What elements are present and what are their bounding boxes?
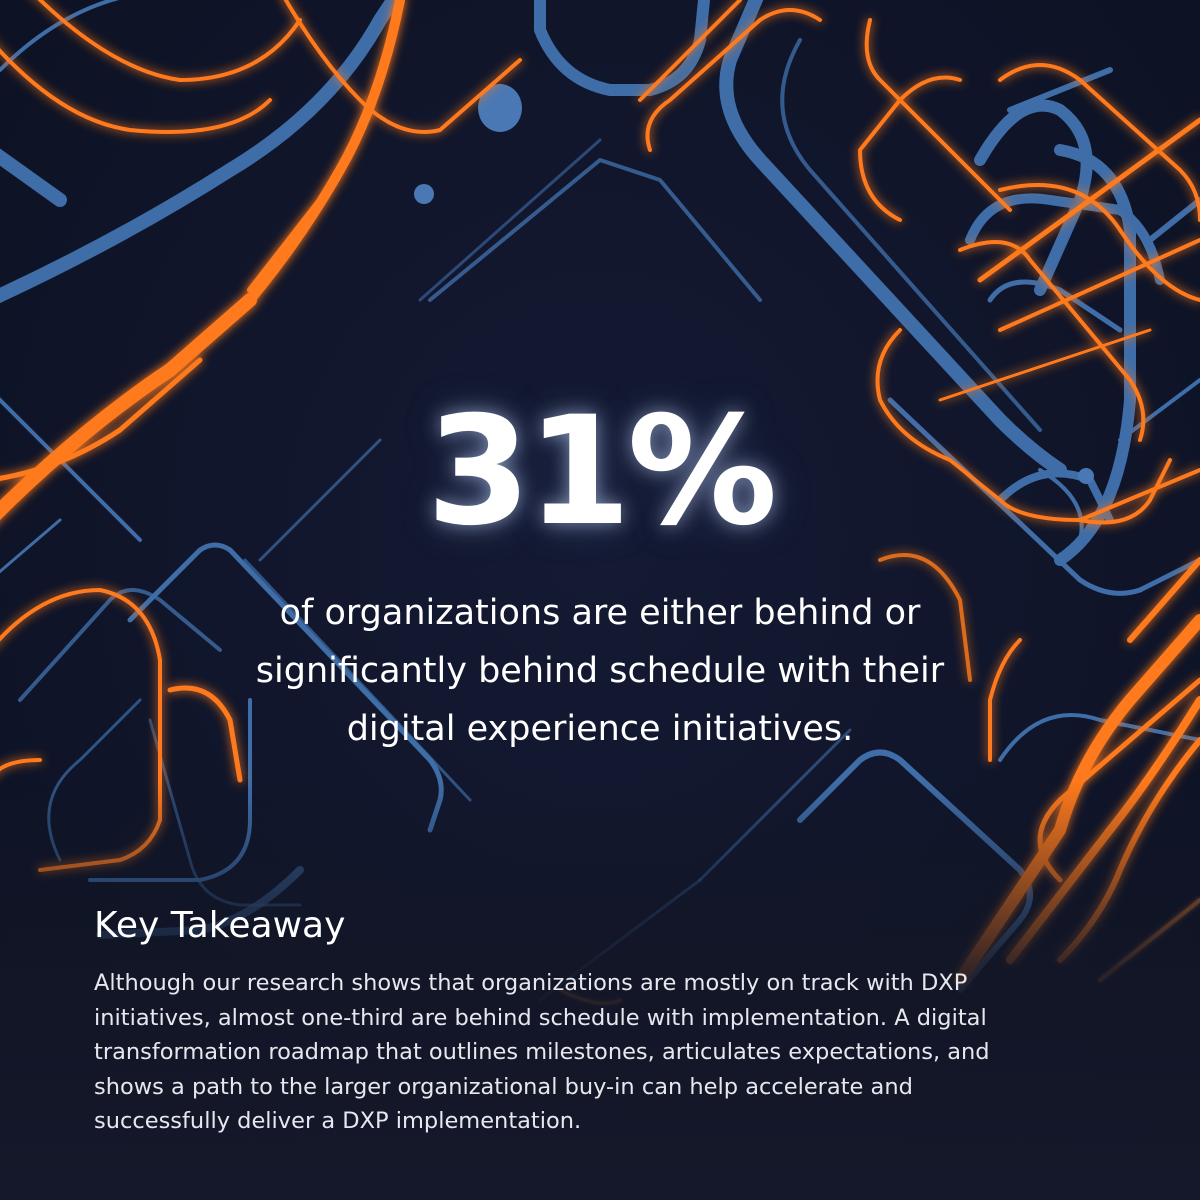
key-takeaway-line: Although our research shows that organiz… — [94, 970, 968, 996]
statistic-value: 31% — [426, 385, 777, 559]
key-takeaway-body: Although our research shows that organiz… — [94, 966, 1134, 1139]
key-takeaway-line: shows a path to the larger organizationa… — [94, 1073, 913, 1100]
statistic-caption-line: digital experience initiatives. — [346, 709, 854, 749]
key-takeaway-line: initiatives, almost one-third are behind… — [94, 1004, 987, 1031]
key-takeaway-line: transformation roadmap that outlines mil… — [94, 1039, 990, 1065]
key-takeaway-heading: Key Takeaway — [94, 905, 346, 946]
statistic-caption-line: significantly behind schedule with their — [255, 651, 945, 691]
bottom-dark-fade — [0, 780, 1200, 1200]
statistic-caption-line: of organizations are either behind or — [279, 593, 921, 633]
statistic-caption: of organizations are either behind or si… — [150, 584, 1050, 758]
key-takeaway-line: successfully deliver a DXP implementatio… — [94, 1108, 582, 1134]
